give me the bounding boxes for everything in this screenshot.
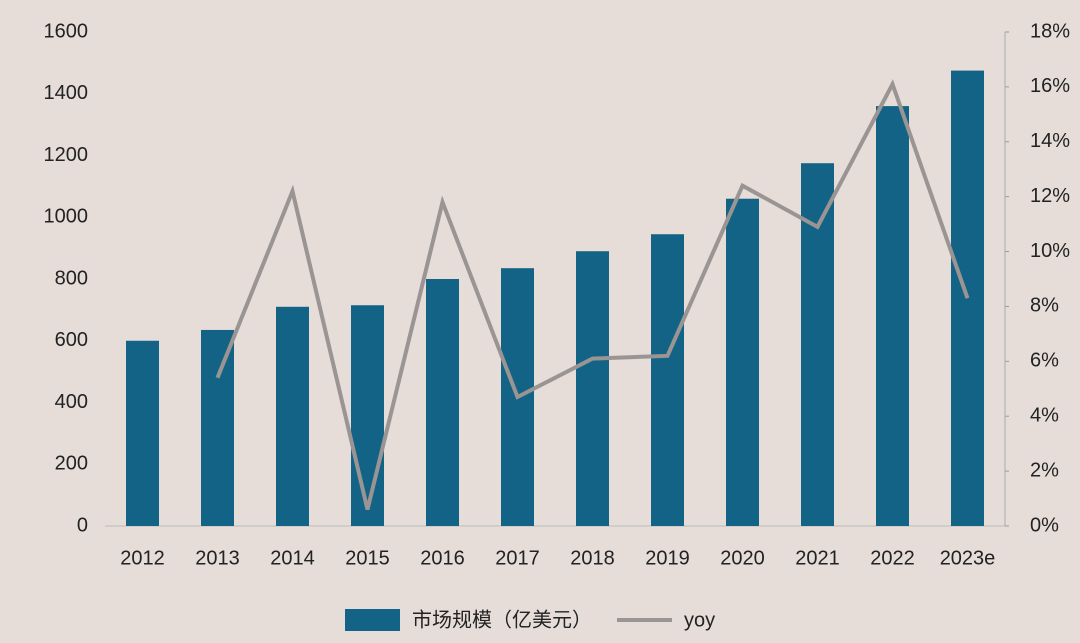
y-tick-label: 1000: [44, 206, 89, 228]
y-tick-label: 1400: [44, 82, 89, 104]
y-tick-label: 0: [77, 514, 88, 536]
bar: [951, 70, 984, 526]
x-tick-label: 2021: [795, 547, 840, 569]
x-tick-label: 2015: [345, 547, 390, 569]
bar: [651, 234, 684, 526]
x-tick-label: 2022: [870, 547, 915, 569]
y-tick-label: 600: [55, 329, 88, 351]
bar: [576, 251, 609, 526]
bar: [726, 198, 759, 526]
legend-label: yoy: [684, 609, 715, 631]
x-tick-label: 2012: [120, 547, 165, 569]
bar: [801, 163, 834, 526]
y2-tick-label: 18%: [1030, 20, 1070, 42]
y-tick-label: 200: [55, 453, 88, 475]
y-tick-label: 1600: [44, 20, 89, 42]
bar: [201, 329, 234, 526]
legend-label: 市场规模（亿美元）: [412, 608, 592, 631]
bar: [426, 279, 459, 526]
y2-tick-label: 16%: [1030, 75, 1070, 97]
y2-tick-label: 10%: [1030, 240, 1070, 262]
y2-tick-label: 14%: [1030, 130, 1070, 152]
legend-swatch: [345, 609, 400, 631]
x-tick-label: 2020: [720, 547, 765, 569]
x-tick-label: 2017: [495, 547, 540, 569]
bar: [126, 340, 159, 526]
line: [215, 79, 970, 511]
bar: [876, 106, 909, 526]
x-tick-label: 2013: [195, 547, 240, 569]
x-tick-label: 2018: [570, 547, 615, 569]
x-tick-label: 2019: [645, 547, 690, 569]
y2-tick-label: 6%: [1030, 350, 1059, 372]
x-tick-label: 2023e: [940, 547, 996, 569]
y2-tick-label: 12%: [1030, 185, 1070, 207]
y-tick-label: 1200: [44, 144, 89, 166]
y2-tick-label: 0%: [1030, 514, 1059, 536]
y2-tick-label: 8%: [1030, 295, 1059, 317]
bar: [351, 305, 384, 526]
y2-tick-label: 2%: [1030, 459, 1059, 481]
x-tick-label: 2014: [270, 547, 315, 569]
y2-tick-label: 4%: [1030, 405, 1059, 427]
y-tick-label: 400: [55, 391, 88, 413]
bar: [276, 306, 309, 526]
y-tick-label: 800: [55, 267, 88, 289]
x-tick-label: 2016: [420, 547, 465, 569]
